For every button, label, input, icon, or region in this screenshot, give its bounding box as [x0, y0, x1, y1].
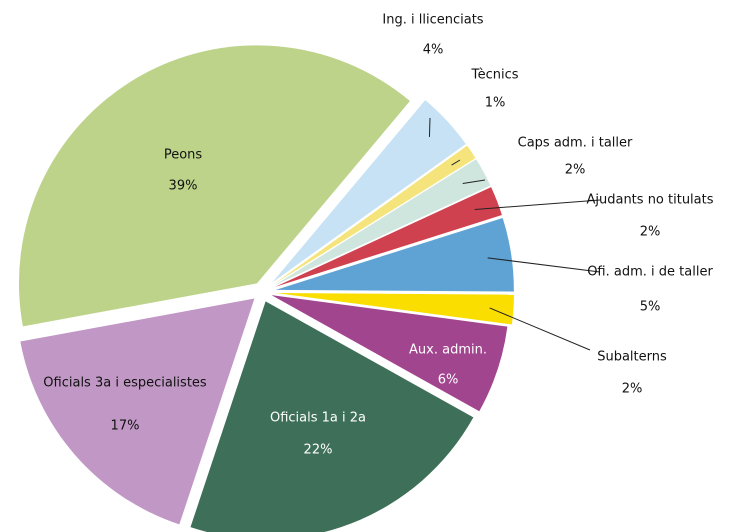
slice-value-label: 4% [423, 43, 444, 58]
leader-line [487, 257, 601, 273]
pie-slice [274, 159, 491, 286]
pie-slice [272, 100, 466, 283]
pie-slice [275, 187, 502, 287]
slice-label: Caps adm. i taller [518, 136, 633, 151]
slice-label: Aux. admin. [409, 343, 487, 358]
slice-label: Subalterns [597, 350, 667, 365]
slice-value-label: 17% [111, 419, 140, 434]
pie-slice [275, 292, 514, 325]
slice-label: Tècnics [470, 68, 518, 83]
leader-line [451, 159, 461, 166]
leader-line [489, 307, 591, 351]
pie-slice [271, 295, 508, 412]
pie-slice [190, 301, 474, 532]
slice-value-label: 2% [640, 225, 661, 240]
slice-label: Ajudants no titulats [586, 193, 713, 208]
leader-line [462, 179, 486, 184]
slice-value-label: 22% [304, 443, 333, 458]
slice-label: Ing. i llicenciats [382, 13, 483, 28]
slice-label: Oficials 3a i especialistes [43, 376, 207, 391]
slice-label: Oficials 1a i 2a [270, 411, 366, 426]
slice-value-label: 2% [565, 163, 586, 178]
slice-label: Peons [164, 148, 203, 163]
slice-value-label: 5% [640, 300, 661, 315]
pie-slice [20, 298, 255, 525]
slice-value-label: 39% [169, 179, 198, 194]
slice-value-label: 1% [485, 96, 506, 111]
pie-slice [275, 217, 514, 292]
slice-value-label: 2% [622, 382, 643, 397]
slice-label: Ofi. adm. i de taller [587, 265, 713, 280]
pie-slice [273, 145, 476, 285]
pie-slice [18, 45, 410, 327]
leader-line [474, 199, 601, 210]
slice-value-label: 6% [438, 373, 459, 388]
leader-line [428, 117, 431, 137]
